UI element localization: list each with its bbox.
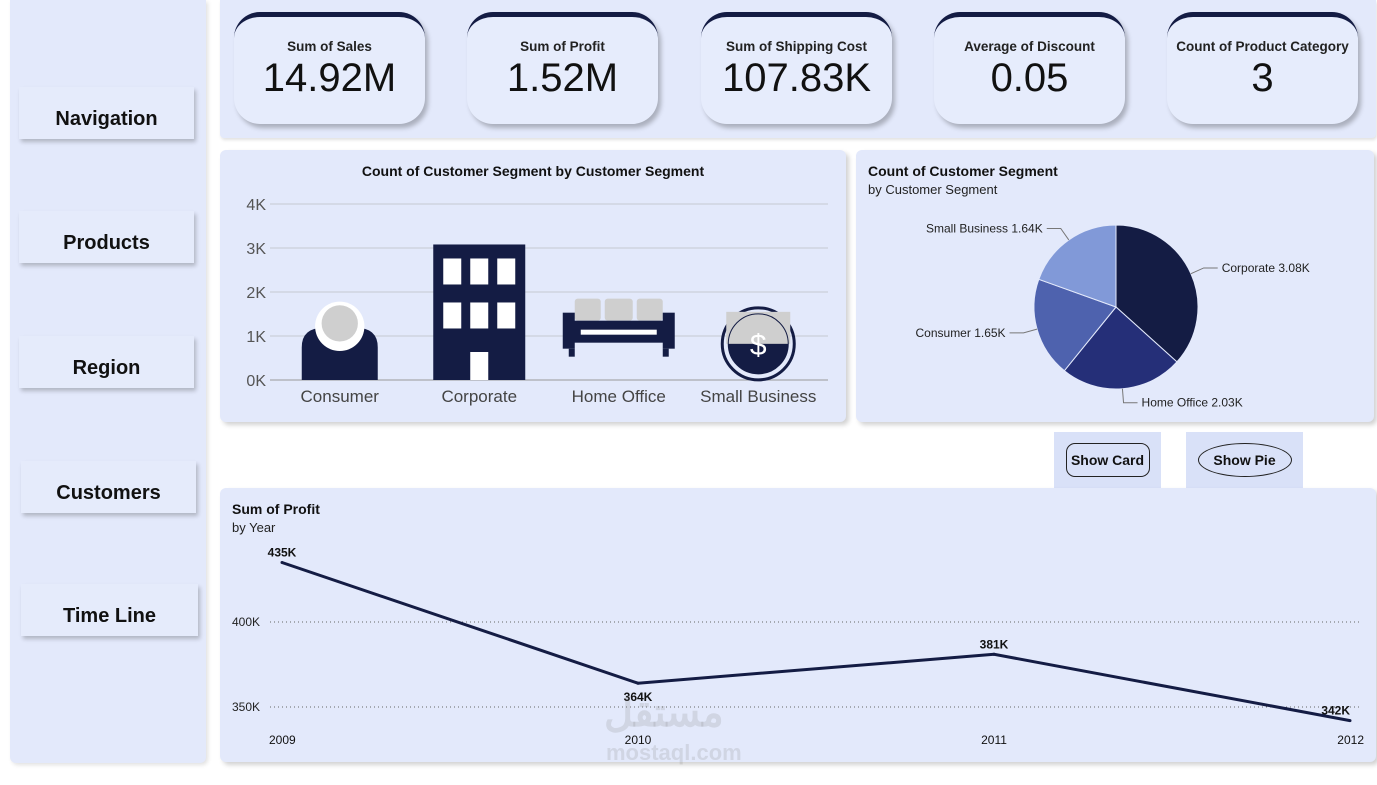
profit-point (280, 561, 284, 564)
coin-top (726, 311, 791, 344)
bar-chart-panel: Count of Customer Segment by Customer Se… (220, 150, 846, 422)
building-window (470, 258, 489, 285)
nav-button-time-line[interactable]: Time Line (21, 584, 198, 636)
sofa-cushion (636, 298, 663, 321)
y-tick-label: 1K (246, 329, 266, 346)
pie-slice-home-office (1063, 306, 1178, 390)
pie-chart-title: Count of Customer Segment (868, 163, 1058, 179)
point-label: 381K (980, 637, 1009, 651)
kpi-label: Sum of Sales (287, 39, 372, 54)
x-tick-label: Home Office (572, 387, 666, 406)
line-chart-panel: Sum of Profit by Year 350K 400K 435K 2009 36… (220, 488, 1376, 762)
point-label: 364K (624, 690, 653, 704)
coin-ring (720, 306, 796, 382)
kpi-label: Sum of Profit (520, 39, 605, 54)
nav-button-customers[interactable]: Customers (21, 461, 196, 513)
line-chart-title: Sum of Profit (232, 501, 320, 517)
kpi-value: 1.52M (506, 56, 619, 100)
pie-leader-line (1046, 227, 1070, 241)
building-window (497, 258, 516, 285)
profit-point (1348, 719, 1352, 723)
bar-chart: 0K 1K 2K 3K 4K Consumer Corporate Home Office $ S… (246, 197, 828, 406)
nav-button-navigation[interactable]: Navigation (19, 87, 194, 139)
point-label: 435K (268, 546, 297, 560)
dollar-sign: $ (750, 329, 767, 362)
x-tick-label: 2010 (625, 733, 652, 747)
profit-point (992, 652, 996, 656)
sofa-icon (562, 298, 675, 357)
sofa-arm (662, 312, 675, 349)
pie-data-label: Corporate 3.08K (1222, 261, 1310, 275)
show-card-container: Show Card (1054, 432, 1161, 488)
kpi-value: 14.92M (262, 56, 397, 100)
sofa-cushion (604, 298, 633, 321)
y-tick-label: 2K (246, 285, 266, 302)
sidebar: Navigation Products Region Customers Tim… (10, 0, 206, 763)
watermark-latin: mostaql.com (606, 740, 742, 765)
building-window (470, 302, 489, 329)
sofa-arm (562, 312, 575, 349)
show-pie-container: Show Pie (1186, 432, 1303, 488)
x-tick-label: 2009 (269, 733, 296, 747)
pie-data-label: Consumer 1.65K (916, 326, 1006, 340)
x-tick-label: Small Business (700, 387, 816, 406)
y-tick-label: 4K (246, 197, 266, 214)
kpi-label: Count of Product Category (1176, 39, 1349, 54)
nav-button-products[interactable]: Products (19, 211, 194, 263)
x-tick-label: 2011 (981, 733, 1007, 747)
building-window (443, 302, 462, 329)
pie-leader-line (1009, 328, 1038, 334)
line-chart-subtitle: by Year (232, 520, 276, 535)
pie-leader-line (1190, 267, 1218, 275)
y-tick-label: 350K (232, 700, 260, 714)
kpi-card-profit: Sum of Profit 1.52M (467, 12, 658, 124)
pie-data-label: Small Business 1.64K (926, 221, 1043, 235)
profit-line (281, 561, 1351, 723)
kpi-label: Sum of Shipping Cost (726, 39, 867, 54)
show-card-button[interactable]: Show Card (1065, 443, 1150, 477)
sofa-line (580, 329, 657, 335)
kpi-card-product-category: Count of Product Category 3 (1167, 12, 1358, 124)
building-icon (433, 244, 526, 380)
kpi-card-shipping-cost: Sum of Shipping Cost 107.83K (701, 12, 892, 124)
pie-chart-subtitle: by Customer Segment (868, 182, 998, 197)
pie-data-label: Home Office 2.03K (1142, 396, 1243, 410)
dollar-coin-icon: $ (720, 306, 796, 382)
y-tick-label: 3K (246, 241, 266, 258)
nav-button-region[interactable]: Region (19, 336, 194, 388)
pie-chart: Corporate 3.08K Home Office 2.03K Consumer… (916, 221, 1310, 410)
line-chart: 350K 400K 435K 2009 364K 2010 381K 2011 342K 2012 (232, 546, 1364, 748)
person-icon (301, 301, 378, 380)
kpi-card-discount: Average of Discount 0.05 (934, 12, 1125, 124)
kpi-value: 3 (1251, 56, 1274, 100)
sofa-leg (568, 348, 575, 357)
kpi-value: 107.83K (721, 56, 872, 100)
kpi-strip: Sum of Sales 14.92M Sum of Profit 1.52M … (220, 0, 1376, 138)
building-window (497, 302, 516, 329)
pie-leader-line (1121, 388, 1138, 404)
building-window (443, 258, 462, 285)
y-tick-label: 400K (232, 615, 260, 629)
coin-edge (727, 313, 789, 375)
x-tick-label: Consumer (301, 387, 380, 406)
profit-point (636, 681, 640, 685)
x-tick-label: Corporate (441, 387, 517, 406)
y-tick-label: 0K (246, 373, 266, 390)
pie-chart-panel: Count of Customer Segment by Customer Se… (856, 150, 1374, 422)
person-head (321, 305, 358, 342)
point-label: 342K (1321, 704, 1350, 718)
show-pie-button[interactable]: Show Pie (1197, 443, 1292, 477)
sofa-cushion (574, 298, 601, 321)
watermark-arabic: مستقل (604, 691, 724, 735)
building-door (470, 352, 489, 380)
kpi-card-sales: Sum of Sales 14.92M (234, 12, 425, 124)
kpi-label: Average of Discount (964, 39, 1095, 54)
x-tick-label: 2012 (1337, 733, 1364, 747)
kpi-value: 0.05 (990, 56, 1069, 100)
bar-chart-title: Count of Customer Segment by Customer Se… (361, 163, 705, 179)
sofa-leg (662, 348, 669, 357)
